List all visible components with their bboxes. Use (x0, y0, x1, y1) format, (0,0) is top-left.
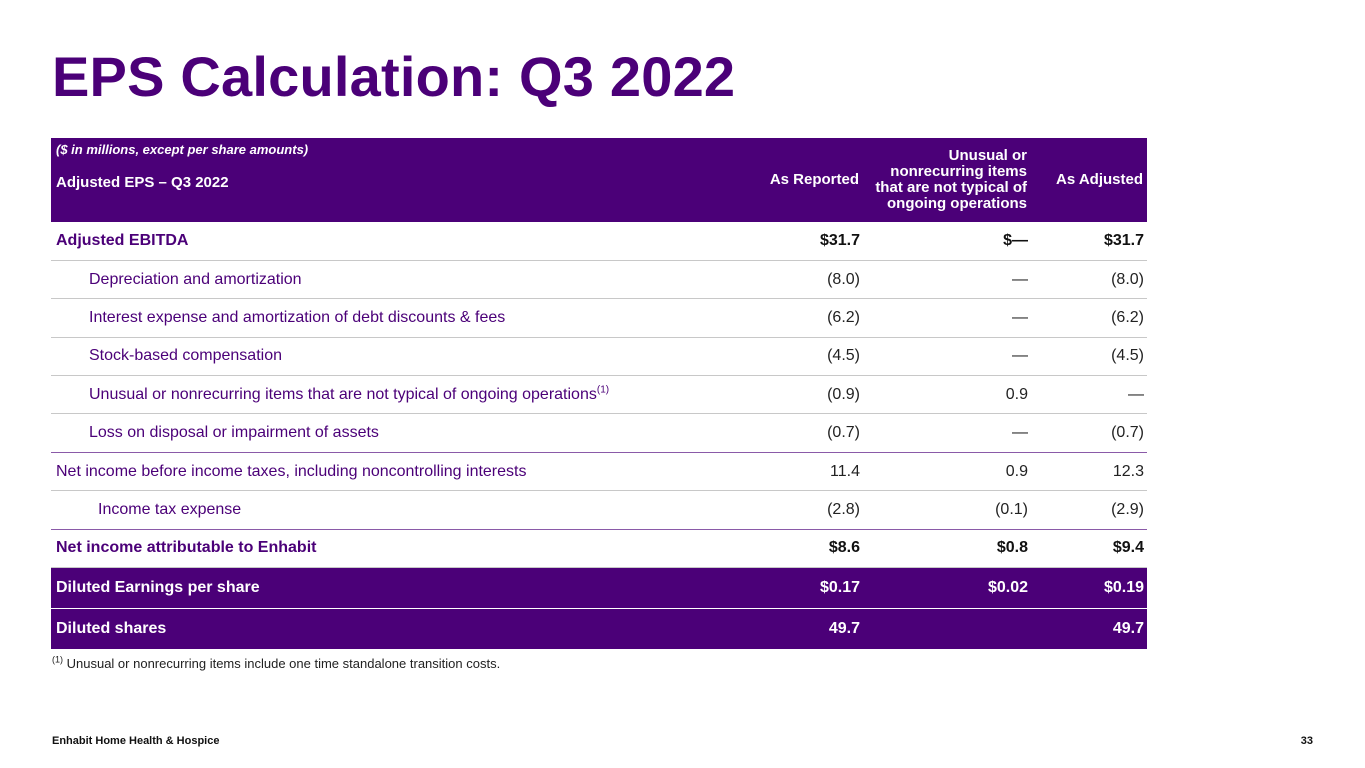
value-reported: (4.5) (715, 337, 863, 377)
value-unusual: — (863, 413, 1031, 453)
value-adjusted: (0.7) (1031, 413, 1147, 453)
value-unusual: — (863, 260, 1031, 300)
value-reported: $8.6 (715, 529, 863, 569)
value-reported: (2.8) (715, 490, 863, 530)
row-label: Unusual or nonrecurring items that are n… (89, 385, 597, 403)
table-row-highlight: Diluted shares 49.7 49.7 (51, 608, 1147, 651)
footnote-text: Unusual or nonrecurring items include on… (66, 656, 501, 671)
row-label: Loss on disposal or impairment of assets (51, 413, 715, 453)
value-adjusted: $0.19 (1031, 567, 1147, 610)
table-row: Loss on disposal or impairment of assets… (51, 413, 1147, 453)
value-reported: (6.2) (715, 298, 863, 338)
table-row: Interest expense and amortization of deb… (51, 298, 1147, 338)
col-header-adjusted: As Adjusted (1031, 138, 1147, 222)
value-adjusted: (4.5) (1031, 337, 1147, 377)
row-label: Depreciation and amortization (51, 260, 715, 300)
col-header-reported: As Reported (715, 138, 863, 222)
value-unusual: 0.9 (863, 375, 1031, 415)
page-number: 33 (1300, 735, 1313, 747)
value-adjusted: 12.3 (1031, 452, 1147, 492)
value-adjusted: $9.4 (1031, 529, 1147, 569)
value-reported: 11.4 (715, 452, 863, 492)
value-unusual: $0.8 (863, 529, 1031, 569)
row-label-cell: Unusual or nonrecurring items that are n… (51, 375, 715, 415)
value-unusual: $— (863, 222, 1031, 261)
value-unusual: — (863, 337, 1031, 377)
table-header-row: ($ in millions, except per share amounts… (51, 138, 1147, 222)
eps-table: ($ in millions, except per share amounts… (51, 138, 1147, 651)
value-adjusted: 49.7 (1031, 608, 1147, 651)
header-label-cell: ($ in millions, except per share amounts… (51, 138, 715, 222)
value-adjusted: $31.7 (1031, 222, 1147, 261)
footnote-marker: (1) (596, 384, 610, 396)
value-reported: (8.0) (715, 260, 863, 300)
table-row: Net income attributable to Enhabit $8.6 … (51, 529, 1147, 569)
page-title: EPS Calculation: Q3 2022 (52, 45, 736, 108)
value-unusual: $0.02 (863, 567, 1031, 610)
table-row: Stock-based compensation (4.5) — (4.5) (51, 337, 1147, 377)
value-unusual (863, 608, 1031, 651)
table-row: Depreciation and amortization (8.0) — (8… (51, 260, 1147, 300)
value-adjusted: — (1031, 375, 1147, 415)
row-label: Diluted shares (51, 608, 715, 651)
value-reported: (0.7) (715, 413, 863, 453)
footnote-marker: (1) (52, 654, 63, 665)
table-row: Net income before income taxes, includin… (51, 452, 1147, 492)
value-adjusted: (2.9) (1031, 490, 1147, 530)
row-label: Net income attributable to Enhabit (51, 529, 715, 569)
table-row: Adjusted EBITDA $31.7 $— $31.7 (51, 222, 1147, 261)
value-adjusted: (6.2) (1031, 298, 1147, 338)
row-label: Net income before income taxes, includin… (51, 452, 715, 492)
value-unusual: (0.1) (863, 490, 1031, 530)
row-label: Adjusted EBITDA (51, 222, 715, 261)
table-row-highlight: Diluted Earnings per share $0.17 $0.02 $… (51, 567, 1147, 610)
table-row: Income tax expense (2.8) (0.1) (2.9) (51, 490, 1147, 530)
row-label: Income tax expense (51, 490, 715, 530)
value-unusual: 0.9 (863, 452, 1031, 492)
value-reported: (0.9) (715, 375, 863, 415)
value-reported: $31.7 (715, 222, 863, 261)
table-row: Unusual or nonrecurring items that are n… (51, 375, 1147, 415)
units-note: ($ in millions, except per share amounts… (56, 142, 309, 157)
value-unusual: — (863, 298, 1031, 338)
value-adjusted: (8.0) (1031, 260, 1147, 300)
value-reported: $0.17 (715, 567, 863, 610)
value-reported: 49.7 (715, 608, 863, 651)
col-header-unusual: Unusual or nonrecurring items that are n… (863, 138, 1031, 222)
row-label: Diluted Earnings per share (51, 567, 715, 610)
header-label: Adjusted EPS – Q3 2022 (56, 174, 229, 191)
row-label: Stock-based compensation (51, 337, 715, 377)
row-label: Interest expense and amortization of deb… (51, 298, 715, 338)
footer-company-name: Enhabit Home Health & Hospice (52, 735, 220, 747)
footnote: (1) Unusual or nonrecurring items includ… (52, 654, 501, 671)
